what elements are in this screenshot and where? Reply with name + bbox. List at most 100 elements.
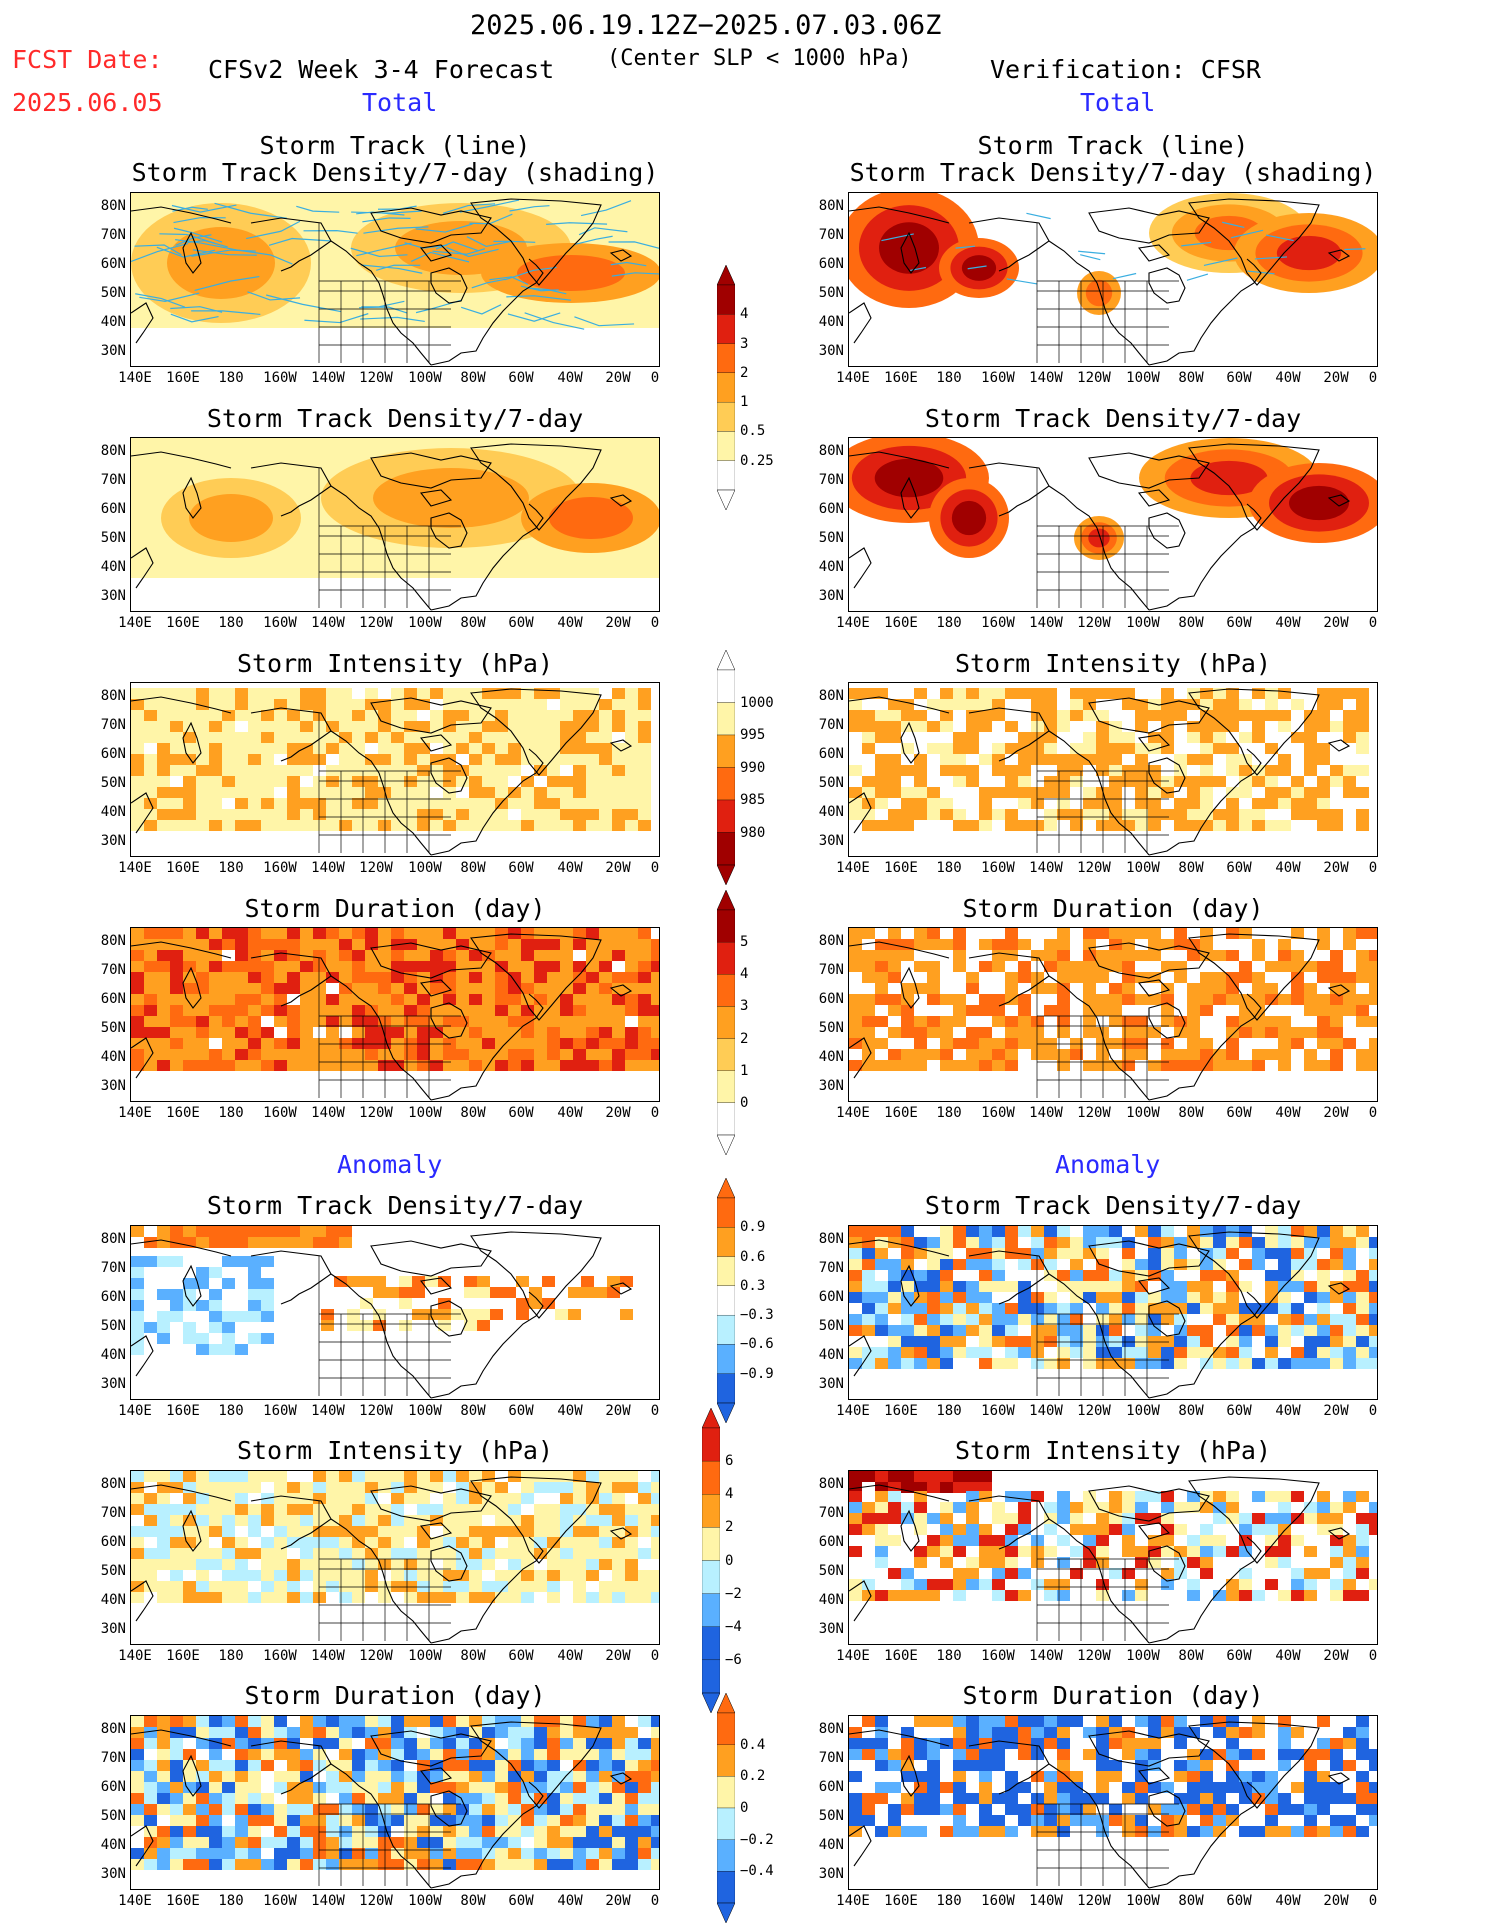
coastline-outline: [131, 688, 633, 856]
anom-density-cell: [1083, 1237, 1096, 1248]
anom-density-cell: [1083, 1325, 1096, 1336]
anom-duration-cell: [196, 1848, 209, 1859]
panel-verif-track-lat-label: 70N: [818, 227, 844, 243]
anom-density-cell: [914, 1237, 927, 1248]
anom-density-cell: [1304, 1347, 1317, 1358]
anom-intensity-cell: [521, 1526, 534, 1537]
anom-duration-cell: [1356, 1716, 1369, 1727]
anom-density-cell: [1369, 1325, 1377, 1336]
intensity-cell: [1122, 732, 1135, 743]
intensity-cell: [940, 765, 953, 776]
intensity-cell: [222, 688, 235, 699]
anom-duration-cell: [157, 1793, 170, 1804]
duration-cell: [209, 1005, 222, 1016]
panel-verif-intensity-lat-label: 50N: [818, 775, 844, 791]
anom-duration-cell: [586, 1815, 599, 1826]
panel-fcst-anom-duration: [130, 1715, 660, 1890]
intensity-cell: [326, 721, 339, 732]
duration-cell: [1005, 972, 1018, 983]
anom-duration-cell: [1044, 1826, 1057, 1837]
anom-duration-cell: [222, 1826, 235, 1837]
storm-track-line: [442, 203, 496, 214]
anom-intensity-cell: [274, 1570, 287, 1581]
storm-track-line: [507, 312, 561, 322]
intensity-cell: [1031, 787, 1044, 798]
anom-duration-cell: [170, 1771, 183, 1782]
panel-verif-track-lat-label: 80N: [818, 198, 844, 214]
duration-cell: [1174, 1016, 1187, 1027]
anom-duration-cell: [1044, 1738, 1057, 1749]
anom-intensity-cell: [131, 1526, 144, 1537]
anom-density-cell: [1187, 1281, 1200, 1292]
anom-density-cell: [1057, 1358, 1070, 1369]
duration-cell: [378, 1049, 391, 1060]
anom-density-cell: [966, 1325, 979, 1336]
duration-cell: [261, 972, 274, 983]
anom-duration-cell: [456, 1716, 469, 1727]
intensity-cell: [560, 820, 573, 831]
anom-duration-cell: [326, 1837, 339, 1848]
anom-intensity-cell: [352, 1471, 365, 1482]
anom-duration-cell: [417, 1837, 430, 1848]
panel-fcst-track-lon-label: 160E: [166, 370, 200, 386]
anom-density-cell: [1057, 1336, 1070, 1347]
anom-density-cell: [940, 1336, 953, 1347]
intensity-cell: [261, 710, 274, 721]
duration-cell: [1148, 1027, 1161, 1038]
intensity-cell: [586, 820, 599, 831]
intensity-cell: [625, 688, 638, 699]
anom-duration-cell: [222, 1793, 235, 1804]
intensity-cell: [1226, 820, 1239, 831]
intensity-cell: [339, 732, 352, 743]
panel-fcst-anom-intensity-lon-label: 160W: [263, 1648, 297, 1664]
anom-density-cell: [1109, 1303, 1122, 1314]
anom-intensity-cell: [495, 1592, 508, 1603]
intensity-cell: [261, 809, 274, 820]
panel-verif-track-lat-label: 60N: [818, 256, 844, 272]
duration-cell: [482, 994, 495, 1005]
anom-intensity-cell: [1291, 1513, 1304, 1524]
anom-duration-cell: [352, 1782, 365, 1793]
intensity-cell: [914, 765, 927, 776]
anom-intensity-cell: [1135, 1590, 1148, 1601]
intensity-cell: [573, 765, 586, 776]
storm-track-line: [191, 249, 256, 257]
duration-cell: [1356, 961, 1369, 972]
anom-duration-cell: [547, 1782, 560, 1793]
intensity-cell: [1044, 732, 1057, 743]
intensity-cell: [1278, 798, 1291, 809]
anom-duration-cell: [862, 1738, 875, 1749]
panel-verif-anom-density-lon-label: 120W: [1077, 1403, 1111, 1419]
anom-intensity-cell: [849, 1513, 862, 1524]
anom-density-cell: [901, 1292, 914, 1303]
anom-intensity-cell: [914, 1482, 927, 1493]
duration-cell: [638, 1060, 651, 1071]
anom-duration-cell: [261, 1815, 274, 1826]
anom-duration-cell: [992, 1826, 1005, 1837]
duration-cell: [469, 1005, 482, 1016]
anom-density-cell: [927, 1248, 940, 1259]
intensity-cell: [391, 710, 404, 721]
anom-duration-cell: [430, 1738, 443, 1749]
anom-intensity-cell: [1252, 1513, 1265, 1524]
anom-density-cell: [1005, 1303, 1018, 1314]
anom-density-cell: [1304, 1281, 1317, 1292]
anom-density-cell: [875, 1325, 888, 1336]
panel-verif-density-lon-label: 40W: [1275, 615, 1301, 631]
duration-cell: [222, 1060, 235, 1071]
intensity-cell: [927, 798, 940, 809]
intensity-cell: [1096, 787, 1109, 798]
intensity-cell: [456, 710, 469, 721]
anom-intensity-cell: [209, 1526, 222, 1537]
anom-duration-cell: [209, 1826, 222, 1837]
panel-verif-intensity-lon-label: 140E: [836, 860, 870, 876]
duration-cell: [196, 961, 209, 972]
anom-density-cell: [888, 1347, 901, 1358]
anom-duration-cell: [1200, 1749, 1213, 1760]
anom-density-cell: [1278, 1259, 1291, 1270]
duration-cell: [1369, 1038, 1377, 1049]
anom-duration-cell: [914, 1782, 927, 1793]
intensity-cell: [547, 776, 560, 787]
intensity-cell: [196, 721, 209, 732]
anom-density-cell: [1200, 1281, 1213, 1292]
